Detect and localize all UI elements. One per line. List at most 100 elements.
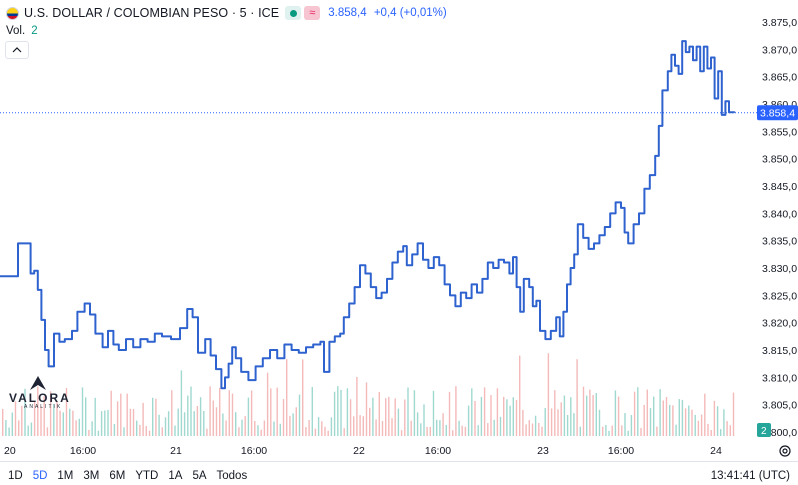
y-tick-label: 3.835,0 bbox=[762, 236, 797, 248]
volume-bar bbox=[257, 425, 259, 436]
range-button-ytd[interactable]: YTD bbox=[135, 470, 159, 482]
volume-bar bbox=[88, 429, 90, 436]
y-tick-label: 3.840,0 bbox=[762, 208, 797, 220]
volume-bar bbox=[120, 393, 122, 436]
volume-bar bbox=[662, 400, 664, 436]
volume-bar bbox=[75, 420, 77, 436]
volume-bar bbox=[627, 430, 629, 436]
volume-bar bbox=[18, 420, 20, 436]
volume-bar bbox=[72, 410, 74, 436]
volume-bar bbox=[295, 407, 297, 436]
volume-bar bbox=[477, 425, 479, 436]
y-tick-label: 3.815,0 bbox=[762, 345, 797, 357]
volume-bar bbox=[46, 427, 49, 436]
volume-bar bbox=[33, 400, 36, 436]
volume-bar bbox=[196, 406, 199, 436]
settings-gear[interactable] bbox=[778, 444, 792, 463]
volume-bar bbox=[436, 419, 438, 436]
volume-bar bbox=[592, 395, 594, 436]
volume-bar bbox=[126, 393, 128, 436]
volume-bar bbox=[426, 426, 428, 436]
range-button-1a[interactable]: 1A bbox=[168, 470, 183, 482]
volume-bar bbox=[8, 427, 10, 436]
volume-bar bbox=[732, 392, 735, 436]
volume-bar bbox=[97, 430, 100, 436]
range-button-5d[interactable]: 5D bbox=[32, 470, 48, 482]
x-tick-label: 16:00 bbox=[608, 445, 634, 457]
volume-bar bbox=[637, 387, 639, 436]
volume-bar bbox=[413, 390, 416, 436]
volume-bar bbox=[573, 413, 575, 436]
range-button-6m[interactable]: 6M bbox=[109, 470, 126, 482]
volume-bar bbox=[439, 420, 441, 436]
market-open-icon[interactable] bbox=[285, 6, 302, 20]
volume-bar bbox=[675, 424, 677, 436]
volume-bar bbox=[327, 430, 329, 436]
clock-readout[interactable]: 13:41:41 (UTC) bbox=[710, 470, 790, 482]
volume-bar bbox=[359, 415, 361, 436]
volume-bar bbox=[531, 423, 534, 436]
range-button-3m[interactable]: 3M bbox=[83, 470, 100, 482]
volume-bar bbox=[694, 414, 696, 436]
collapse-legend-button[interactable] bbox=[5, 41, 29, 59]
volume-bar bbox=[343, 428, 345, 436]
volume-bar bbox=[215, 407, 218, 436]
volume-bar bbox=[385, 398, 387, 436]
volume-bar bbox=[372, 397, 374, 436]
volume-bar bbox=[292, 413, 294, 436]
volume-bar bbox=[314, 428, 317, 436]
volume-bar bbox=[183, 412, 186, 436]
volume-bar bbox=[190, 386, 192, 436]
volume-bar bbox=[621, 425, 623, 436]
volume-bar bbox=[496, 388, 499, 436]
y-tick-label: 3.865,0 bbox=[762, 72, 797, 84]
volume-bar bbox=[391, 418, 393, 436]
volume-bar bbox=[624, 413, 626, 436]
volume-bar bbox=[665, 397, 668, 436]
y-tick-label: 3.825,0 bbox=[762, 290, 797, 302]
range-button-1m[interactable]: 1M bbox=[57, 470, 74, 482]
volume-bar bbox=[139, 424, 141, 436]
y-tick-label: 3.875,0 bbox=[762, 17, 797, 29]
volume-bar bbox=[614, 390, 617, 436]
volume-bar bbox=[132, 409, 135, 436]
last-price: 3.858,4 bbox=[328, 7, 367, 19]
range-button-5a[interactable]: 5A bbox=[192, 470, 207, 482]
volume-bar bbox=[241, 419, 243, 436]
volume-bar bbox=[480, 396, 483, 436]
symbol-title[interactable]: U.S. DOLLAR / COLOMBIAN PESO · 5 · ICE bbox=[24, 6, 280, 20]
volume-bar bbox=[499, 416, 502, 436]
volume-bar bbox=[381, 420, 384, 436]
volume-bar bbox=[557, 409, 559, 436]
volume-bar bbox=[81, 387, 84, 436]
range-button-todos[interactable]: Todos bbox=[216, 470, 248, 482]
volume-bar bbox=[11, 412, 13, 436]
y-axis[interactable]: 3.875,03.870,03.865,03.860,03.855,03.850… bbox=[762, 17, 797, 439]
volume-bar bbox=[442, 413, 444, 436]
range-button-1d[interactable]: 1D bbox=[8, 470, 23, 482]
volume-bar bbox=[595, 393, 597, 436]
x-axis[interactable]: 20 16:00 21 16:00 22 16:00 23 16:00 24 bbox=[4, 445, 722, 457]
volume-bar bbox=[560, 402, 562, 436]
volume-bar bbox=[726, 421, 728, 436]
y-tick-label: 3.850,0 bbox=[762, 154, 797, 166]
volume-bar bbox=[490, 395, 492, 436]
x-tick-label: 16:00 bbox=[425, 445, 451, 457]
volume-bar bbox=[467, 405, 470, 436]
x-tick-label: 16:00 bbox=[241, 445, 267, 457]
volume-bar bbox=[649, 408, 652, 436]
y-tick-label: 3.805,0 bbox=[762, 400, 797, 412]
price-change: +0,4 (+0,01%) bbox=[373, 7, 447, 19]
delayed-data-icon[interactable]: ≈ bbox=[304, 6, 321, 20]
volume-bar bbox=[199, 397, 202, 436]
volume-bar bbox=[247, 397, 250, 436]
volume-bar bbox=[646, 389, 648, 436]
volume-bar bbox=[720, 429, 722, 436]
volume-bar bbox=[388, 396, 390, 436]
x-tick-label: 21 bbox=[170, 445, 182, 457]
volume-bar bbox=[512, 397, 514, 436]
volume-bar bbox=[174, 425, 176, 436]
price-chart[interactable]: 3.875,03.870,03.865,03.860,03.855,03.850… bbox=[0, 0, 798, 461]
volume-bar bbox=[397, 408, 400, 436]
volume-value: 2 bbox=[31, 25, 38, 37]
